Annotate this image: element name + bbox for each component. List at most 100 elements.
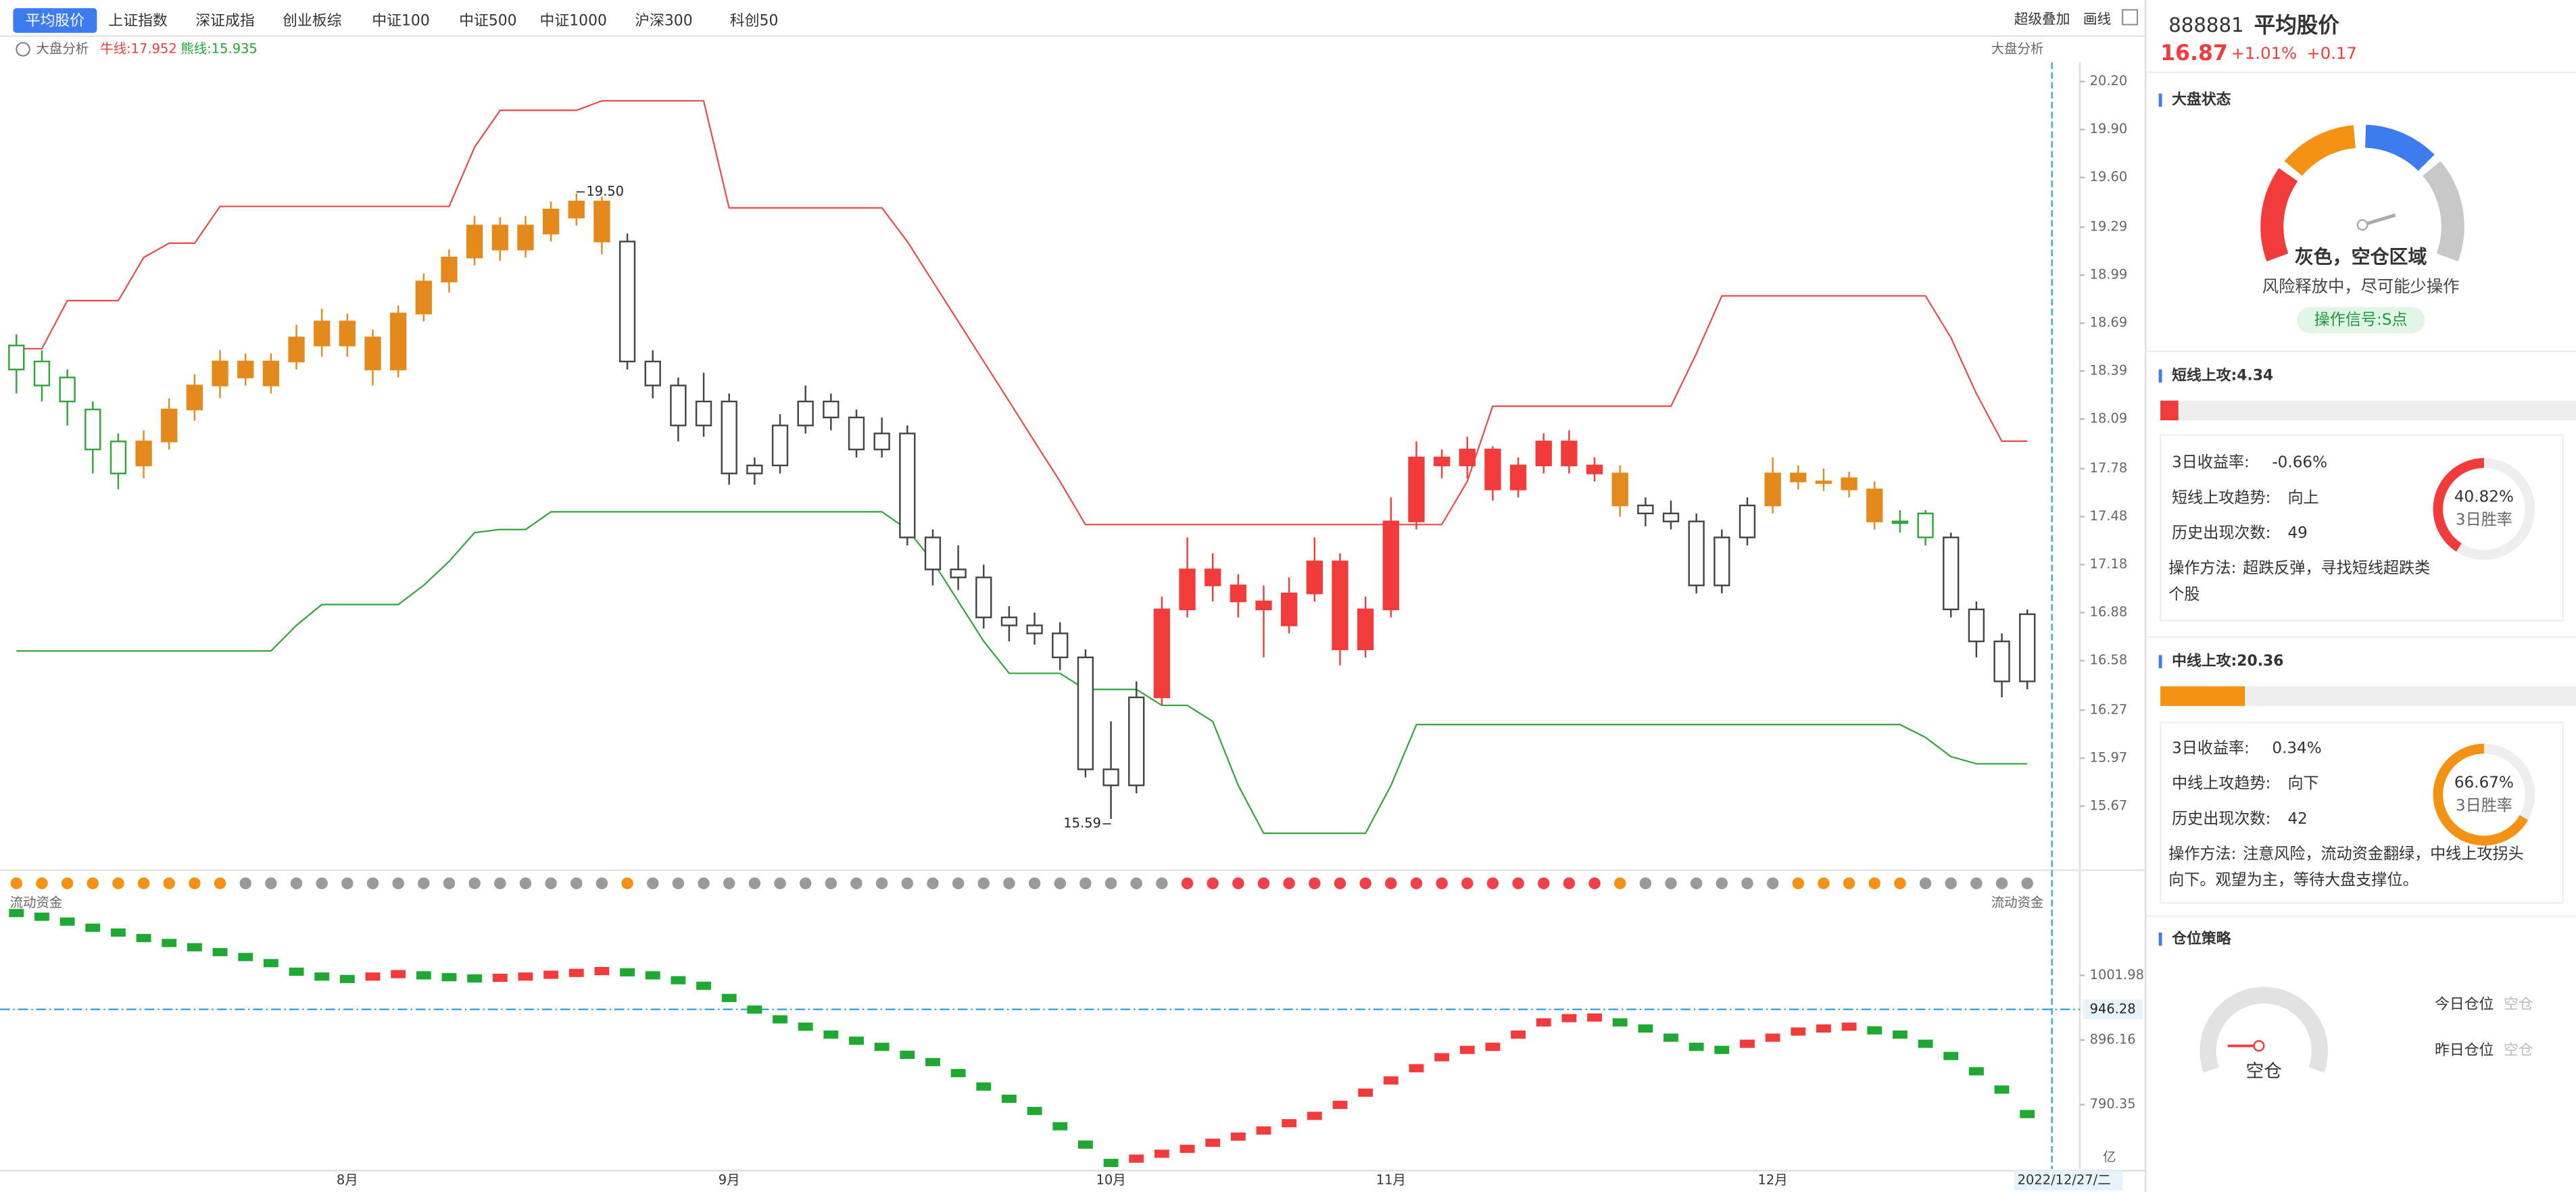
position-row-value: 空仓 [2504, 996, 2533, 1013]
gauge-hub [2356, 219, 2368, 231]
flow-bar [671, 976, 686, 985]
signal-dot [1079, 877, 1092, 889]
collapse-icon[interactable] [16, 42, 30, 57]
chart-title-right: 大盘分析 [1991, 41, 2044, 56]
signal-dot [494, 877, 506, 889]
mid-card [2159, 721, 2564, 904]
flow-bar [238, 953, 253, 962]
cursor-value-bg [2083, 999, 2143, 1020]
candle-body [950, 568, 967, 578]
flow-bar [1383, 1076, 1399, 1085]
flow-bar [1892, 1030, 1907, 1039]
signal-dot [418, 877, 430, 889]
label: 中线上攻: [2172, 652, 2237, 670]
tab[interactable]: 上证指数 [108, 13, 168, 30]
donut-value [2433, 743, 2535, 846]
candle-body [2019, 613, 2036, 682]
tab[interactable]: 创业板综 [283, 13, 342, 30]
signal-dot [1054, 877, 1066, 889]
toolbar-item[interactable]: 画线 [2083, 11, 2111, 27]
flow-bar [1511, 1030, 1526, 1039]
section-marker [2158, 655, 2162, 668]
candle-body [1509, 464, 1527, 491]
flow-bar [1816, 1024, 1831, 1033]
position-row-label: 今日仓位 [2435, 996, 2494, 1013]
signal-dot [1207, 877, 1219, 889]
tab[interactable]: 科创50 [730, 13, 779, 30]
flow-bar [162, 939, 177, 947]
row-value: 49 [2287, 524, 2307, 542]
signal-dot [1919, 877, 1932, 889]
quote-change-pct: +1.01% [2231, 43, 2298, 63]
flow-bar [467, 974, 483, 983]
signal-dot [1588, 877, 1601, 889]
candle-body [1714, 537, 1730, 587]
flow-bar [1434, 1053, 1450, 1062]
signal-dot [1613, 877, 1626, 889]
candle-body [1968, 608, 1985, 643]
tab[interactable]: 中证100 [372, 13, 429, 30]
signal-dot [875, 877, 888, 889]
row-value: 42 [2287, 810, 2307, 828]
flow-bar [1791, 1027, 1806, 1036]
progress-fill [2160, 400, 2179, 421]
tab[interactable]: 平均股价 [26, 13, 85, 30]
value: 4.34 [2237, 367, 2273, 384]
y-tick-label: 15.67 [2090, 797, 2128, 813]
candle-body [1611, 472, 1628, 507]
cursor-value: 946.28 [2090, 1001, 2136, 1016]
flow-bar [1688, 1043, 1704, 1051]
candle-body [670, 384, 687, 426]
quote-change: +0.17 [2306, 43, 2356, 63]
signal-dot [723, 877, 735, 889]
row-label: 3日收益率: [2172, 454, 2250, 472]
candle-body [1205, 568, 1221, 587]
signal-dot [698, 877, 710, 889]
signal-dot [977, 877, 990, 889]
row-value: -0.66% [2272, 454, 2327, 472]
flow-bar [1409, 1064, 1424, 1072]
signal-dot [1970, 877, 1983, 889]
tab[interactable]: 深证成指 [195, 13, 254, 30]
flow-bar [1536, 1018, 1551, 1027]
method-text: 操作方法: 超跌反弹，寻找短线超跌类个股 [2168, 557, 2439, 610]
grid-icon[interactable] [2122, 9, 2139, 26]
label: 短线上攻: [2172, 366, 2237, 384]
quote-name: 平均股价 [2254, 14, 2340, 38]
signal-dot [316, 877, 328, 889]
y-tick-label: 19.90 [2090, 121, 2128, 136]
flow-bar [1968, 1067, 1984, 1076]
signal-dot [748, 877, 761, 889]
tab[interactable]: 中证1000 [540, 13, 607, 30]
x-tick-label: 12月 [1758, 1172, 1788, 1187]
flow-bar [187, 943, 202, 951]
signal-dot [1257, 877, 1270, 889]
flow-bar [59, 917, 75, 926]
tab[interactable]: 中证500 [459, 13, 516, 30]
candle-body [1764, 472, 1781, 507]
signal-dot [901, 877, 914, 889]
tab[interactable]: 沪深300 [635, 13, 692, 30]
flow-bar [34, 912, 49, 921]
candle-body [1637, 504, 1654, 515]
candle-body [746, 464, 763, 474]
x-tick-label: 10月 [1096, 1172, 1125, 1187]
signal-dot [1716, 877, 1728, 889]
candle-body [823, 400, 840, 419]
section-marker [2158, 933, 2162, 946]
gauge-grey [2423, 161, 2464, 262]
signal-dot [672, 877, 685, 889]
signal-dot [239, 877, 251, 889]
section-marker [2158, 369, 2162, 383]
flow-bar [620, 968, 635, 976]
candle-body [1357, 608, 1374, 651]
section-title: 大盘状态 [2172, 91, 2231, 108]
row-value: 向下 [2287, 775, 2318, 793]
signal-dot [1334, 877, 1346, 889]
y-tick-label: 19.29 [2090, 219, 2128, 234]
candle-body [1459, 448, 1476, 467]
row-label: 历史出现次数: [2172, 524, 2270, 542]
row-label: 3日收益率: [2172, 739, 2250, 757]
toolbar-item[interactable]: 超级叠加 [2014, 11, 2070, 27]
